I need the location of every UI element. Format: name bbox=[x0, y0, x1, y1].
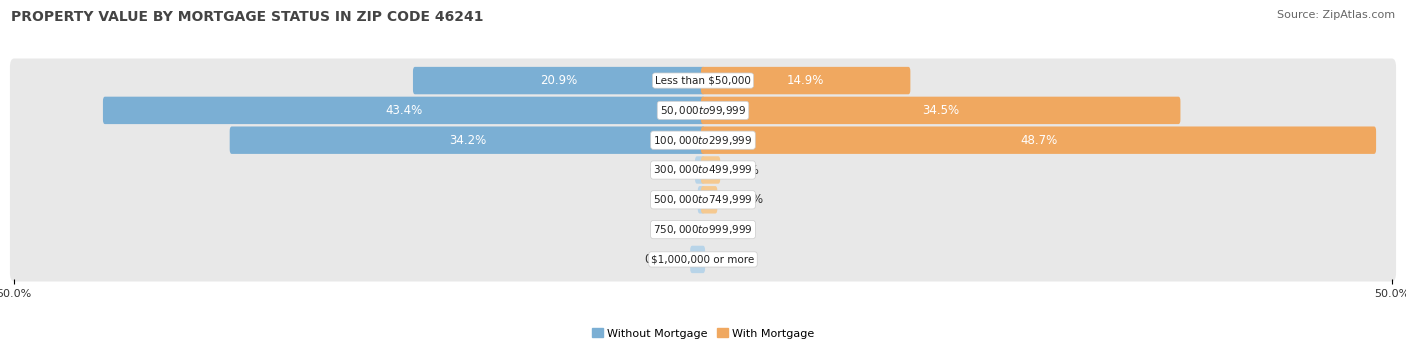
Text: 0.0%: 0.0% bbox=[662, 223, 692, 236]
Text: PROPERTY VALUE BY MORTGAGE STATUS IN ZIP CODE 46241: PROPERTY VALUE BY MORTGAGE STATUS IN ZIP… bbox=[11, 10, 484, 24]
Text: Less than $50,000: Less than $50,000 bbox=[655, 75, 751, 86]
FancyBboxPatch shape bbox=[10, 207, 1396, 252]
FancyBboxPatch shape bbox=[690, 246, 704, 273]
FancyBboxPatch shape bbox=[10, 148, 1396, 192]
FancyBboxPatch shape bbox=[10, 88, 1396, 133]
FancyBboxPatch shape bbox=[10, 58, 1396, 103]
Text: $500,000 to $749,999: $500,000 to $749,999 bbox=[654, 193, 752, 206]
Text: $1,000,000 or more: $1,000,000 or more bbox=[651, 254, 755, 265]
Text: 0.0%: 0.0% bbox=[714, 253, 744, 266]
Text: 0.0%: 0.0% bbox=[714, 223, 744, 236]
Text: 48.7%: 48.7% bbox=[1019, 134, 1057, 147]
FancyBboxPatch shape bbox=[10, 118, 1396, 162]
Text: 20.9%: 20.9% bbox=[540, 74, 578, 87]
FancyBboxPatch shape bbox=[10, 237, 1396, 282]
Text: 1.1%: 1.1% bbox=[730, 164, 759, 176]
FancyBboxPatch shape bbox=[695, 156, 704, 184]
FancyBboxPatch shape bbox=[10, 178, 1396, 222]
Text: 0.89%: 0.89% bbox=[727, 193, 763, 206]
Text: 0.43%: 0.43% bbox=[650, 164, 686, 176]
FancyBboxPatch shape bbox=[103, 97, 704, 124]
Text: $750,000 to $999,999: $750,000 to $999,999 bbox=[654, 223, 752, 236]
FancyBboxPatch shape bbox=[702, 126, 1376, 154]
Text: 0.23%: 0.23% bbox=[652, 193, 689, 206]
FancyBboxPatch shape bbox=[229, 126, 704, 154]
Text: $50,000 to $99,999: $50,000 to $99,999 bbox=[659, 104, 747, 117]
Text: 34.5%: 34.5% bbox=[922, 104, 959, 117]
Legend: Without Mortgage, With Mortgage: Without Mortgage, With Mortgage bbox=[592, 328, 814, 339]
FancyBboxPatch shape bbox=[702, 97, 1181, 124]
Text: 34.2%: 34.2% bbox=[449, 134, 486, 147]
Text: Source: ZipAtlas.com: Source: ZipAtlas.com bbox=[1277, 10, 1395, 20]
Text: 43.4%: 43.4% bbox=[385, 104, 423, 117]
FancyBboxPatch shape bbox=[702, 156, 720, 184]
FancyBboxPatch shape bbox=[413, 67, 704, 94]
FancyBboxPatch shape bbox=[702, 186, 717, 214]
Text: $100,000 to $299,999: $100,000 to $299,999 bbox=[654, 134, 752, 147]
Text: $300,000 to $499,999: $300,000 to $499,999 bbox=[654, 164, 752, 176]
Text: 14.9%: 14.9% bbox=[787, 74, 824, 87]
FancyBboxPatch shape bbox=[702, 67, 910, 94]
FancyBboxPatch shape bbox=[697, 186, 704, 214]
Text: 0.78%: 0.78% bbox=[644, 253, 682, 266]
